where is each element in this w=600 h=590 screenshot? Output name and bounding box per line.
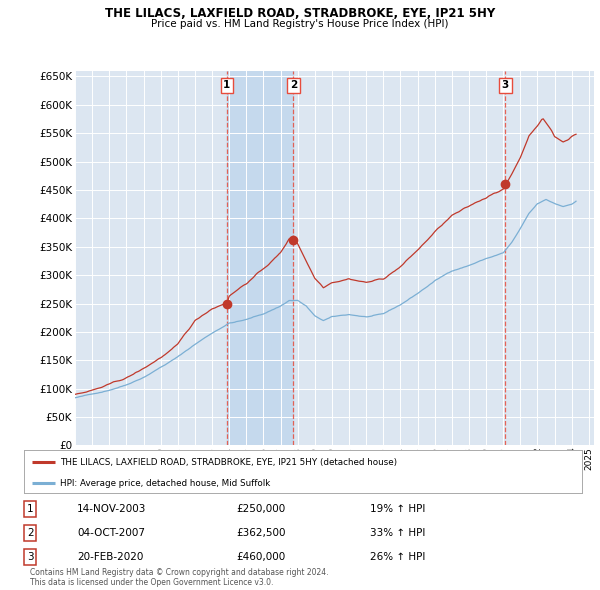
Text: Contains HM Land Registry data © Crown copyright and database right 2024.
This d: Contains HM Land Registry data © Crown c… — [30, 568, 329, 587]
Text: THE LILACS, LAXFIELD ROAD, STRADBROKE, EYE, IP21 5HY (detached house): THE LILACS, LAXFIELD ROAD, STRADBROKE, E… — [60, 458, 397, 467]
Bar — [227, 71, 293, 445]
Text: 1: 1 — [223, 80, 230, 90]
Text: 20-FEB-2020: 20-FEB-2020 — [77, 552, 143, 562]
Text: 2: 2 — [290, 80, 297, 90]
Text: £460,000: £460,000 — [236, 552, 285, 562]
Text: 33% ↑ HPI: 33% ↑ HPI — [370, 528, 425, 538]
Text: THE LILACS, LAXFIELD ROAD, STRADBROKE, EYE, IP21 5HY: THE LILACS, LAXFIELD ROAD, STRADBROKE, E… — [105, 7, 495, 20]
Text: 3: 3 — [502, 80, 509, 90]
Text: Price paid vs. HM Land Registry's House Price Index (HPI): Price paid vs. HM Land Registry's House … — [151, 19, 449, 29]
Text: £362,500: £362,500 — [236, 528, 286, 538]
Text: £250,000: £250,000 — [236, 504, 285, 514]
Text: HPI: Average price, detached house, Mid Suffolk: HPI: Average price, detached house, Mid … — [60, 479, 271, 488]
Text: 1: 1 — [27, 504, 34, 514]
Text: 14-NOV-2003: 14-NOV-2003 — [77, 504, 146, 514]
Text: 2: 2 — [27, 528, 34, 538]
Text: 3: 3 — [27, 552, 34, 562]
Text: 19% ↑ HPI: 19% ↑ HPI — [370, 504, 425, 514]
Text: 26% ↑ HPI: 26% ↑ HPI — [370, 552, 425, 562]
Text: 04-OCT-2007: 04-OCT-2007 — [77, 528, 145, 538]
